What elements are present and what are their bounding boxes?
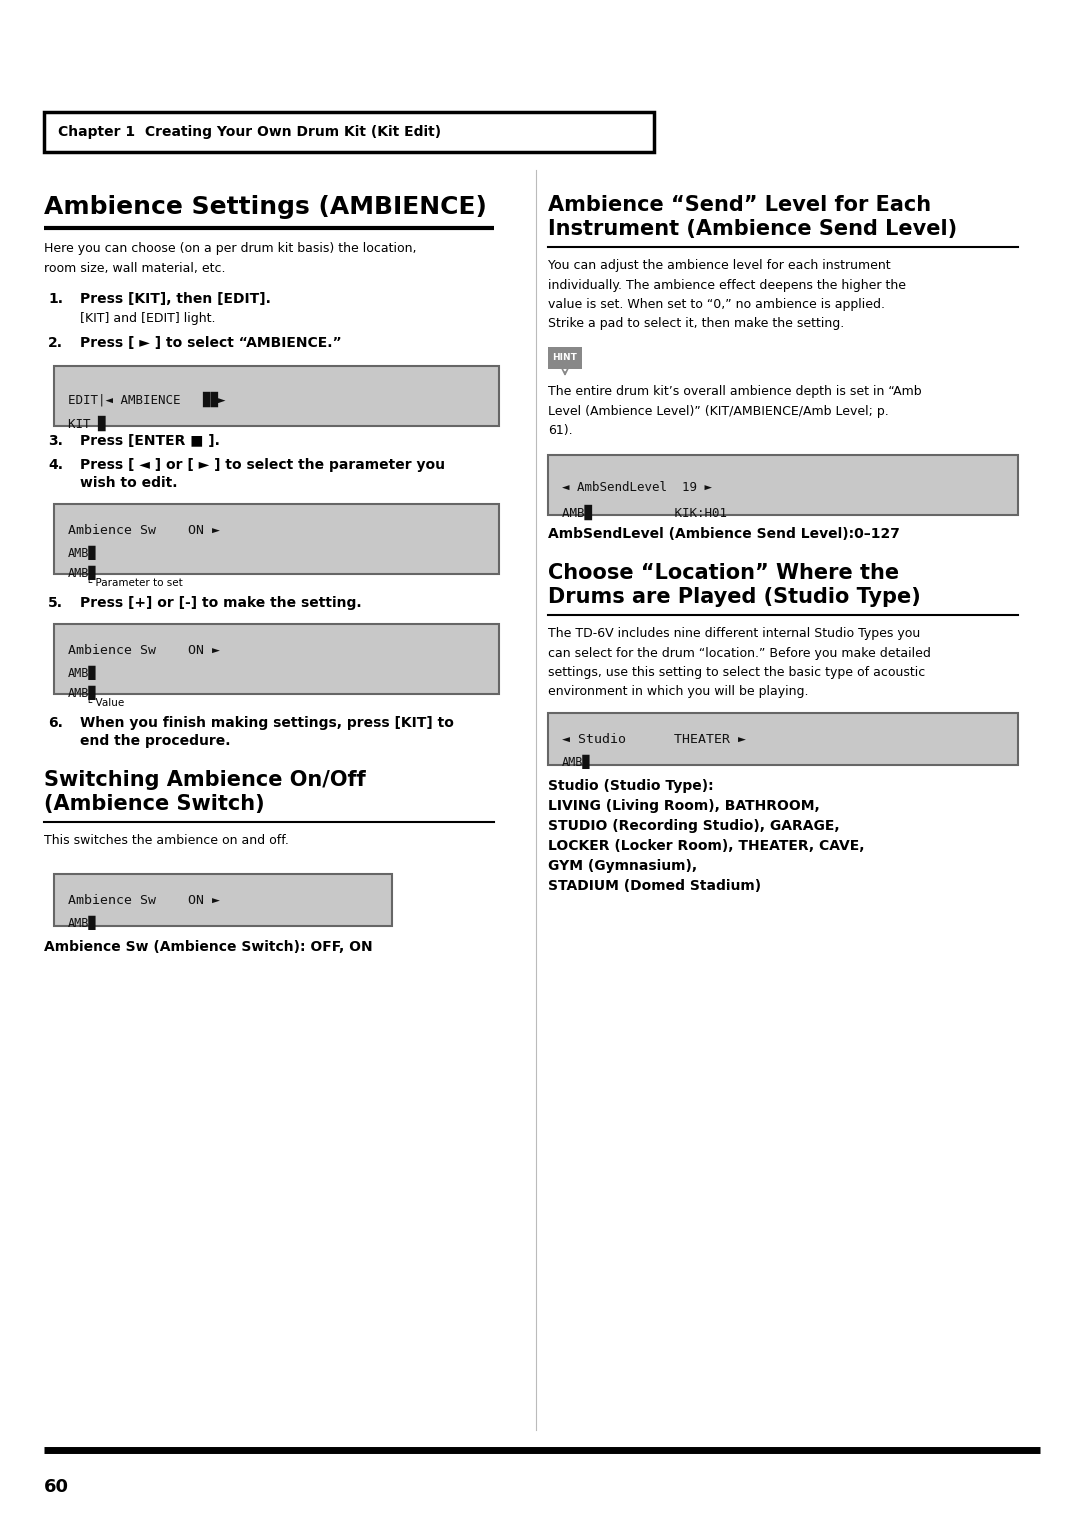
- Bar: [54, 367, 499, 426]
- Text: ◄ Studio      THEATER ►: ◄ Studio THEATER ►: [562, 733, 746, 746]
- Text: AMB█: AMB█: [68, 565, 96, 581]
- Text: HINT: HINT: [553, 353, 578, 362]
- Text: Ambience “Send” Level for Each
Instrument (Ambience Send Level): Ambience “Send” Level for Each Instrumen…: [548, 196, 957, 238]
- Text: You can adjust the ambience level for each instrument
individually. The ambience: You can adjust the ambience level for ea…: [548, 260, 906, 330]
- Bar: [54, 623, 499, 694]
- Text: Press [ ◄ ] or [ ► ] to select the parameter you: Press [ ◄ ] or [ ► ] to select the param…: [80, 458, 445, 472]
- Text: Ambience Sw    ON ►: Ambience Sw ON ►: [68, 643, 220, 657]
- Text: 3.: 3.: [48, 434, 63, 448]
- Text: Ambience Sw    ON ►: Ambience Sw ON ►: [68, 894, 220, 908]
- Text: Ambience Sw (Ambience Switch): OFF, ON: Ambience Sw (Ambience Switch): OFF, ON: [44, 940, 373, 953]
- Bar: [54, 874, 392, 926]
- Text: The entire drum kit’s overall ambience depth is set in “Amb
Level (Ambience Leve: The entire drum kit’s overall ambience d…: [548, 385, 921, 437]
- Text: KIT █: KIT █: [68, 416, 106, 431]
- Text: Choose “Location” Where the
Drums are Played (Studio Type): Choose “Location” Where the Drums are Pl…: [548, 562, 921, 607]
- Text: 6.: 6.: [48, 717, 63, 730]
- Text: AMB█: AMB█: [68, 915, 96, 931]
- Text: Press [ENTER ■ ].: Press [ENTER ■ ].: [80, 434, 220, 448]
- Text: AmbSendLevel (Ambience Send Level):0–127: AmbSendLevel (Ambience Send Level):0–127: [548, 527, 900, 541]
- Bar: [548, 347, 582, 368]
- Text: EDIT|◄ AMBIENCE   ██►: EDIT|◄ AMBIENCE ██►: [68, 393, 226, 408]
- Text: AMB█: AMB█: [68, 686, 96, 700]
- Text: 4.: 4.: [48, 458, 63, 472]
- Text: The TD-6V includes nine different internal Studio Types you
can select for the d: The TD-6V includes nine different intern…: [548, 626, 931, 698]
- Text: 2.: 2.: [48, 336, 63, 350]
- Text: [KIT] and [EDIT] light.: [KIT] and [EDIT] light.: [80, 312, 216, 325]
- Text: Press [KIT], then [EDIT].: Press [KIT], then [EDIT].: [80, 292, 271, 306]
- Text: Ambience Sw    ON ►: Ambience Sw ON ►: [68, 524, 220, 536]
- Text: wish to edit.: wish to edit.: [80, 477, 177, 490]
- Text: When you finish making settings, press [KIT] to: When you finish making settings, press […: [80, 717, 454, 730]
- Bar: [548, 455, 1018, 515]
- Text: AMB█           KIK:H01: AMB█ KIK:H01: [562, 504, 727, 521]
- Text: 1.: 1.: [48, 292, 63, 306]
- Text: Here you can choose (on a per drum kit basis) the location,
room size, wall mate: Here you can choose (on a per drum kit b…: [44, 241, 417, 275]
- Text: Chapter 1  Creating Your Own Drum Kit (Kit Edit): Chapter 1 Creating Your Own Drum Kit (Ki…: [58, 125, 441, 139]
- Text: Press [ ► ] to select “AMBIENCE.”: Press [ ► ] to select “AMBIENCE.”: [80, 336, 341, 350]
- Text: Ambience Settings (AMBIENCE): Ambience Settings (AMBIENCE): [44, 196, 487, 219]
- Text: LIVING (Living Room), BATHROOM,
STUDIO (Recording Studio), GARAGE,
LOCKER (Locke: LIVING (Living Room), BATHROOM, STUDIO (…: [548, 799, 864, 894]
- Text: Studio (Studio Type):: Studio (Studio Type):: [548, 779, 714, 793]
- Text: end the procedure.: end the procedure.: [80, 733, 230, 749]
- Text: ◄ AmbSendLevel  19 ►: ◄ AmbSendLevel 19 ►: [562, 481, 712, 494]
- Text: Press [+] or [-] to make the setting.: Press [+] or [-] to make the setting.: [80, 596, 362, 610]
- Text: └ Value: └ Value: [86, 698, 124, 707]
- Text: └ Parameter to set: └ Parameter to set: [86, 578, 183, 588]
- Text: AMB█: AMB█: [68, 666, 96, 680]
- Bar: [44, 112, 654, 151]
- Text: 5.: 5.: [48, 596, 63, 610]
- Text: Switching Ambience On/Off
(Ambience Switch): Switching Ambience On/Off (Ambience Swit…: [44, 770, 366, 814]
- Text: 60: 60: [44, 1478, 69, 1496]
- Text: AMB█: AMB█: [562, 755, 591, 769]
- Bar: [548, 714, 1018, 766]
- Bar: [54, 504, 499, 575]
- Text: AMB█: AMB█: [68, 545, 96, 561]
- Text: This switches the ambience on and off.: This switches the ambience on and off.: [44, 834, 288, 847]
